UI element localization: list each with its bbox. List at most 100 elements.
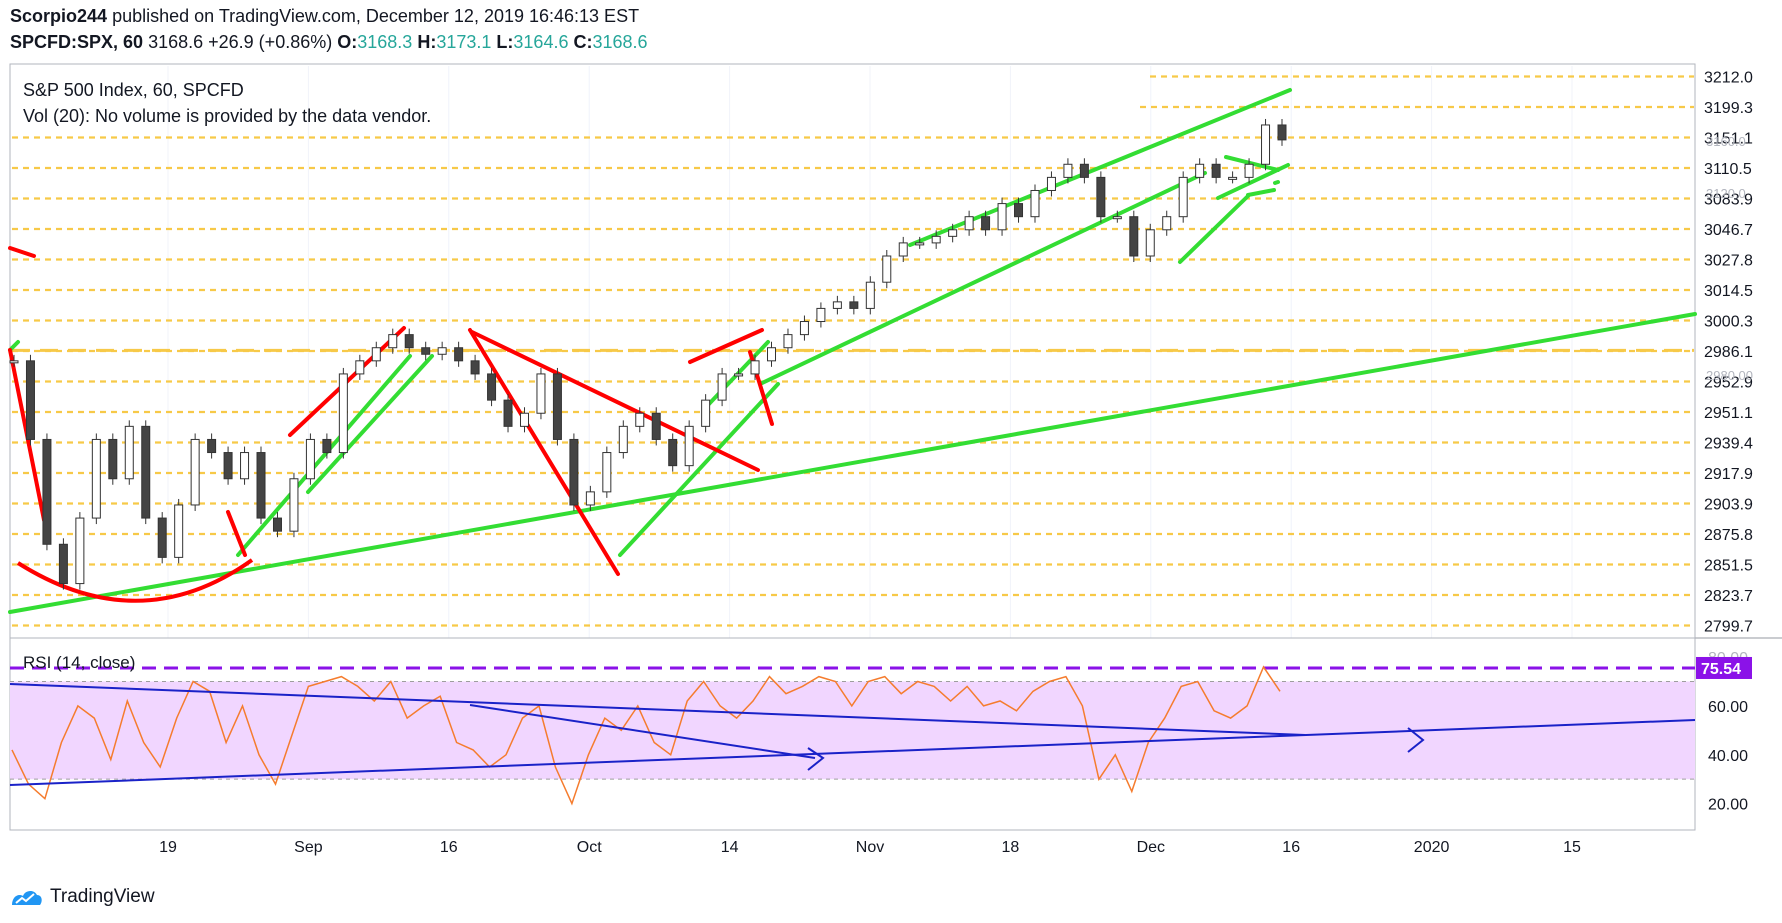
price-candle[interactable] bbox=[75, 517, 85, 585]
price-candle[interactable] bbox=[1112, 216, 1122, 220]
price-candle[interactable] bbox=[454, 347, 464, 362]
price-candle[interactable] bbox=[1145, 229, 1155, 257]
price-candle[interactable] bbox=[1178, 176, 1188, 218]
author-name[interactable]: Scorpio244 bbox=[10, 6, 108, 26]
rsi-trend-line[interactable] bbox=[9, 683, 1306, 736]
trend-line-down[interactable] bbox=[8, 246, 36, 258]
price-candle[interactable] bbox=[799, 321, 809, 336]
price-candle[interactable] bbox=[108, 438, 118, 480]
price-candle[interactable] bbox=[1228, 176, 1238, 180]
price-candle[interactable] bbox=[898, 242, 908, 257]
price-candle[interactable] bbox=[503, 399, 513, 427]
trend-line-up[interactable] bbox=[1224, 155, 1280, 172]
trend-line-down[interactable] bbox=[688, 328, 764, 364]
price-candle[interactable] bbox=[42, 438, 52, 545]
trend-line-up[interactable] bbox=[758, 171, 1207, 386]
price-candle[interactable] bbox=[552, 373, 562, 440]
price-candle[interactable] bbox=[388, 334, 398, 349]
price-candle[interactable] bbox=[997, 203, 1007, 231]
price-candle[interactable] bbox=[602, 452, 612, 493]
price-candle[interactable] bbox=[240, 452, 250, 480]
price-candle[interactable] bbox=[58, 543, 68, 585]
price-candle[interactable] bbox=[141, 425, 151, 519]
price-candle[interactable] bbox=[272, 517, 282, 532]
price-candle[interactable] bbox=[1046, 176, 1056, 191]
price-candle[interactable] bbox=[519, 412, 529, 427]
price-candle[interactable] bbox=[371, 347, 381, 362]
price-candle[interactable] bbox=[190, 438, 200, 506]
price-candle[interactable] bbox=[816, 307, 826, 323]
price-candle[interactable] bbox=[585, 491, 595, 506]
price-candle[interactable] bbox=[124, 425, 134, 480]
price-candle[interactable] bbox=[289, 478, 299, 532]
price-candle[interactable] bbox=[256, 452, 266, 519]
price-candle[interactable] bbox=[437, 347, 447, 355]
tradingview-brand[interactable]: TradingView bbox=[10, 886, 155, 908]
trend-line-up[interactable] bbox=[306, 354, 434, 494]
price-candle[interactable] bbox=[25, 360, 35, 440]
price-candle[interactable] bbox=[750, 360, 760, 375]
price-candle[interactable] bbox=[1096, 176, 1106, 218]
price-candle[interactable] bbox=[1162, 216, 1172, 231]
time-axis[interactable]: 19 Sep 16 Oct 14 Nov 18 Dec 16 2020 15 bbox=[10, 829, 1695, 856]
price-candle[interactable] bbox=[948, 229, 958, 237]
price-candle[interactable] bbox=[9, 360, 19, 364]
trend-line-down[interactable] bbox=[226, 510, 247, 557]
price-candle[interactable] bbox=[734, 373, 744, 377]
price-candle[interactable] bbox=[91, 438, 101, 519]
price-candle[interactable] bbox=[668, 438, 678, 467]
price-candle[interactable] bbox=[635, 412, 645, 427]
price-candle[interactable] bbox=[849, 301, 859, 309]
price-candle[interactable] bbox=[915, 242, 925, 246]
price-candle[interactable] bbox=[470, 360, 480, 375]
price-candle[interactable] bbox=[1277, 124, 1287, 141]
trend-line-down[interactable] bbox=[470, 330, 760, 472]
price-candle[interactable] bbox=[865, 281, 875, 309]
price-candle[interactable] bbox=[322, 438, 332, 454]
price-candle[interactable] bbox=[1195, 163, 1205, 178]
price-candle[interactable] bbox=[157, 517, 167, 558]
trend-line-up[interactable] bbox=[8, 312, 1697, 614]
price-candle[interactable] bbox=[767, 347, 777, 362]
price-candle[interactable] bbox=[404, 334, 414, 349]
price-candle[interactable] bbox=[783, 334, 793, 349]
price-candle[interactable] bbox=[487, 373, 497, 401]
price-candle[interactable] bbox=[1079, 163, 1089, 178]
price-candle[interactable] bbox=[536, 373, 546, 414]
price-candle[interactable] bbox=[832, 301, 842, 309]
rounding-bottom-arc[interactable] bbox=[16, 558, 254, 603]
price-candle[interactable] bbox=[931, 235, 941, 244]
price-candle[interactable] bbox=[964, 216, 974, 231]
price-candle[interactable] bbox=[569, 438, 579, 506]
price-candle[interactable] bbox=[1063, 163, 1073, 178]
rsi-trend-line[interactable] bbox=[469, 704, 816, 759]
price-candle[interactable] bbox=[717, 373, 727, 401]
price-candle[interactable] bbox=[1129, 216, 1139, 257]
price-candle[interactable] bbox=[618, 425, 628, 454]
price-candle[interactable] bbox=[207, 438, 217, 454]
price-candle[interactable] bbox=[421, 347, 431, 355]
price-candle[interactable] bbox=[1030, 189, 1040, 218]
price-candle[interactable] bbox=[1014, 203, 1024, 218]
price-candle[interactable] bbox=[174, 504, 184, 558]
price-pane[interactable]: 3212.0 3199.3 3151.1 3110.5 3083.9 3046.7 3027… bbox=[8, 63, 1753, 828]
trend-line-up[interactable] bbox=[1273, 180, 1280, 185]
price-candle[interactable] bbox=[1261, 124, 1271, 165]
trend-line-down[interactable] bbox=[468, 328, 620, 576]
rsi-series-line[interactable] bbox=[11, 665, 1281, 806]
price-candle[interactable] bbox=[223, 452, 233, 480]
rsi-trend-line[interactable] bbox=[9, 719, 1696, 786]
price-candle[interactable] bbox=[1211, 163, 1221, 178]
trend-line-up[interactable] bbox=[618, 382, 780, 557]
price-candle[interactable] bbox=[355, 360, 365, 375]
price-candle[interactable] bbox=[701, 399, 711, 427]
trend-line-up[interactable] bbox=[236, 354, 412, 557]
price-candle[interactable] bbox=[1244, 163, 1254, 178]
trend-line-up[interactable] bbox=[1246, 188, 1276, 197]
price-candle[interactable] bbox=[684, 425, 694, 467]
price-candle[interactable] bbox=[305, 438, 315, 480]
price-candle[interactable] bbox=[981, 216, 991, 231]
trend-line-up[interactable] bbox=[1178, 194, 1250, 264]
